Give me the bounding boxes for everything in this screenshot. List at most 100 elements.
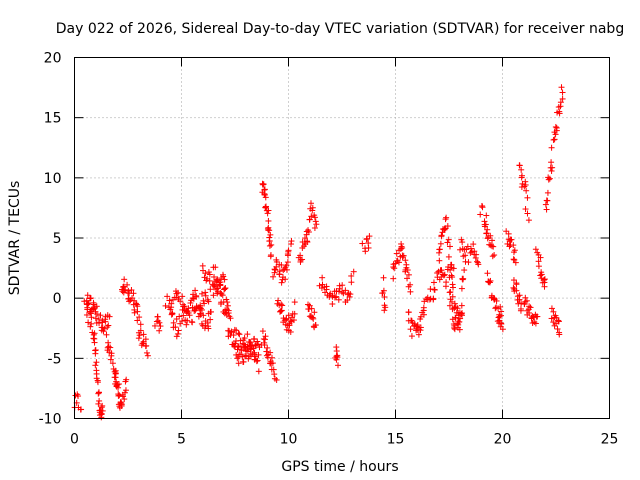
data-point: [83, 311, 90, 318]
data-point: [174, 330, 181, 337]
data-point: [134, 303, 141, 310]
data-point: [420, 311, 427, 318]
data-point: [402, 257, 409, 264]
data-point: [92, 315, 99, 322]
data-point: [93, 303, 100, 310]
data-point: [96, 397, 103, 404]
data-point: [537, 254, 544, 261]
data-point: [508, 236, 515, 243]
data-point: [447, 267, 454, 274]
data-point: [280, 315, 287, 322]
data-point: [291, 299, 298, 306]
y-tick-label: -10: [39, 412, 62, 428]
data-point: [359, 240, 366, 247]
data-point: [193, 304, 200, 311]
data-point: [405, 309, 412, 316]
data-point: [248, 345, 255, 352]
data-point: [95, 400, 102, 407]
data-point: [541, 279, 548, 286]
data-point: [506, 243, 513, 250]
data-point: [363, 236, 370, 243]
data-point: [278, 301, 285, 308]
data-point: [434, 269, 441, 276]
data-point: [88, 320, 95, 327]
data-point: [511, 247, 518, 254]
data-point: [464, 243, 471, 250]
data-point: [251, 356, 258, 363]
data-point: [85, 319, 92, 326]
data-point: [517, 307, 524, 314]
data-point: [166, 297, 173, 304]
data-point: [262, 333, 269, 340]
data-point: [407, 326, 414, 333]
data-point: [516, 162, 523, 169]
data-point: [459, 310, 466, 317]
data-point: [252, 353, 259, 360]
data-point: [334, 362, 341, 369]
data-point: [143, 349, 150, 356]
data-point: [549, 164, 556, 171]
data-point: [309, 207, 316, 214]
data-point: [461, 267, 468, 274]
data-point: [527, 304, 534, 311]
data-point: [366, 233, 373, 240]
data-point: [205, 325, 212, 332]
data-point: [444, 223, 451, 230]
data-point: [458, 285, 465, 292]
data-point: [513, 280, 520, 287]
data-point: [87, 295, 94, 302]
data-point: [477, 211, 484, 218]
data-point: [122, 286, 129, 293]
data-point: [442, 216, 449, 223]
data-point: [234, 346, 241, 353]
data-point: [201, 300, 208, 307]
data-point: [120, 393, 127, 400]
data-point: [510, 242, 517, 249]
data-point: [287, 317, 294, 324]
data-point: [122, 387, 129, 394]
data-point: [236, 331, 243, 338]
data-point: [278, 279, 285, 286]
data-point: [222, 309, 229, 316]
data-point: [93, 311, 100, 318]
data-point: [311, 212, 318, 219]
data-point: [485, 278, 492, 285]
grid: [74, 57, 610, 419]
data-point: [548, 305, 555, 312]
data-point: [221, 285, 228, 292]
y-axis-label: SDTVAR / TECUs: [7, 181, 23, 296]
data-point: [313, 221, 320, 228]
data-point: [210, 292, 217, 299]
data-point: [470, 241, 477, 248]
data-point: [102, 318, 109, 325]
data-point: [522, 181, 529, 188]
data-point: [91, 335, 98, 342]
y-tick-label: 20: [44, 51, 62, 67]
data-point: [99, 407, 106, 414]
data-point: [264, 344, 271, 351]
data-point: [498, 312, 505, 319]
data-point: [449, 274, 456, 281]
data-point: [282, 276, 289, 283]
data-point: [307, 200, 314, 207]
data-point: [137, 327, 144, 334]
data-point: [200, 312, 207, 319]
x-tick-label: 20: [494, 432, 512, 448]
data-point: [399, 245, 406, 252]
data-point: [255, 341, 262, 348]
data-point: [447, 261, 454, 268]
data-point: [157, 323, 164, 330]
data-point: [348, 279, 355, 286]
data-point: [380, 274, 387, 281]
data-point: [559, 95, 566, 102]
data-point: [513, 287, 520, 294]
data-point: [169, 310, 176, 317]
data-point: [189, 319, 196, 326]
data-point: [465, 259, 472, 266]
data-point: [249, 351, 256, 358]
data-point: [380, 287, 387, 294]
data-point: [450, 284, 457, 291]
data-point: [230, 332, 237, 339]
data-point: [436, 249, 443, 256]
data-point: [417, 313, 424, 320]
